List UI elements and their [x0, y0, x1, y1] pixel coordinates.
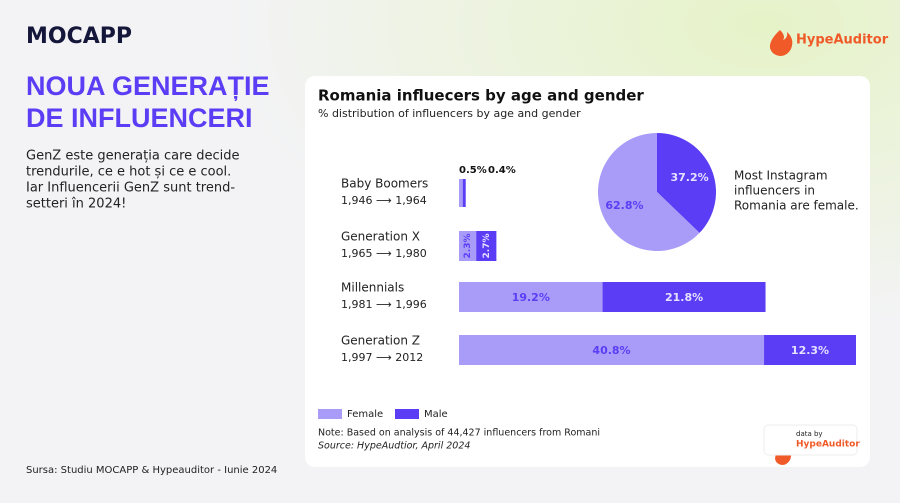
note: Note: Based on analysis of 44,427 influe… [318, 428, 600, 439]
pie-label: 62.8% [605, 199, 643, 212]
source: Source: HypeAudtior, April 2024 [318, 441, 470, 452]
bar-segment [459, 335, 765, 365]
badge-label: data by [796, 430, 823, 438]
body-text: setteri în 2024! [26, 197, 126, 212]
card [305, 76, 870, 467]
pie-annotation: influencers in [734, 184, 815, 198]
pie-annotation: Most Instagram [734, 169, 828, 183]
category-label: Baby Boomers [341, 177, 428, 191]
bar-segment [462, 179, 466, 207]
logo: MOCAPP [26, 24, 132, 49]
value-label: 19.2% [512, 291, 550, 304]
value-label: 21.8% [665, 291, 703, 304]
brand: HypeAuditor [796, 33, 889, 48]
category-label: Generation Z [341, 334, 420, 348]
category-range: 1,965 ⟶ 1,980 [341, 247, 427, 260]
chart-title: Romania influecers by age and gender [318, 87, 644, 105]
chart-subtitle: % distribution of influencers by age and… [318, 107, 581, 120]
headline: DE INFLUENCERI [26, 103, 253, 133]
category-label: Generation X [341, 230, 420, 244]
body-text: GenZ este generația care decide [26, 149, 240, 164]
footer-source: Sursa: Studiu MOCAPP & Hypeauditor - Iun… [26, 465, 277, 476]
headline: NOUA GENERAȚIE [26, 71, 270, 101]
bar-segment [476, 231, 497, 261]
category-label: Millennials [341, 281, 404, 295]
pie-label: 37.2% [670, 171, 708, 184]
pie-slice [598, 133, 700, 251]
bar-segment [459, 231, 477, 261]
value-label: 40.8% [592, 344, 630, 357]
category-range: 1,997 ⟶ 2012 [341, 351, 423, 364]
badge [763, 424, 858, 456]
bar-segment [459, 179, 463, 207]
value-label: 0.4% [488, 165, 516, 176]
legend-label: Female [347, 409, 383, 420]
value-label: 0.5% [459, 165, 487, 176]
value-label: 2.7% [482, 234, 492, 259]
pie-slice [657, 133, 717, 233]
pie-annotation: Romania are female. [734, 199, 859, 213]
value-label: 12.3% [791, 344, 829, 357]
value-label: 2.3% [463, 234, 473, 259]
category-range: 1,981 ⟶ 1,996 [341, 298, 427, 311]
badge-brand: HypeAuditor [796, 440, 860, 450]
bar-segment [602, 282, 766, 312]
brand-icon [769, 30, 793, 56]
legend-label: Male [424, 409, 448, 420]
body-text: Iar Influencerii GenZ sunt trend- [26, 181, 235, 196]
body-text: trendurile, ce e hot și ce e cool. [26, 165, 231, 180]
legend-swatch [318, 409, 342, 419]
bar-segment [764, 335, 856, 365]
category-range: 1,946 ⟶ 1,964 [341, 194, 427, 207]
bar-segment [459, 282, 603, 312]
legend-swatch [395, 409, 419, 419]
